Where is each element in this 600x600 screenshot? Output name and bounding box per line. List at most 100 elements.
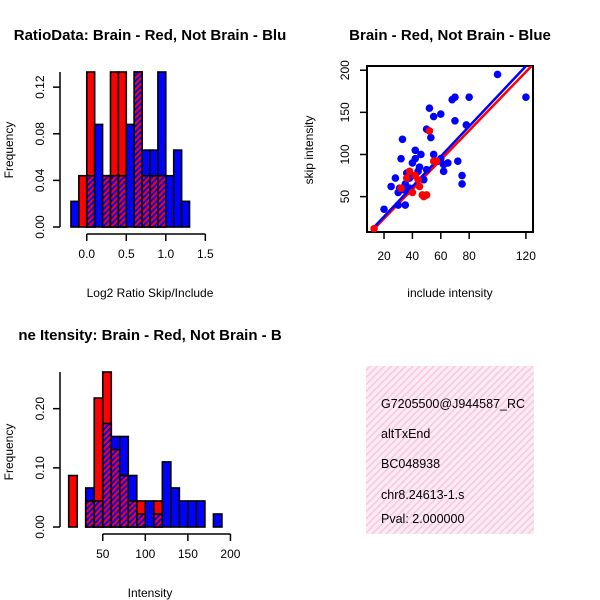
- hist-bar: [178, 500, 189, 528]
- scatter-axes: 20 40 60 80 120 50 100 150 200: [338, 60, 536, 263]
- hist-bar: [144, 500, 155, 528]
- x-tick-label: 0.5: [118, 247, 135, 261]
- not-brain-point: [415, 163, 424, 171]
- hist-overlap-bar: [133, 71, 143, 228]
- hist-overlap-bar: [127, 500, 138, 528]
- not-brain-point: [436, 110, 445, 118]
- x-tick-label: 80: [462, 249, 476, 263]
- not-brain-point: [439, 167, 448, 176]
- x-tick-label: 1.0: [157, 247, 174, 261]
- info-probe-id: G7205500@J944587_RC: [381, 397, 525, 411]
- not-brain-fit-line: [371, 66, 528, 230]
- not-brain-point: [439, 160, 448, 169]
- hist-overlap-bar: [149, 174, 159, 228]
- not-brain-point: [454, 157, 462, 166]
- not-brain-point: [425, 104, 434, 112]
- intensity-histogram-panel: ne Itensity: Brain - Red, Not Brain - B …: [2, 327, 282, 600]
- brain-point: [370, 224, 378, 233]
- hist-overlap-bar: [85, 174, 96, 228]
- x-tick-label: 150: [178, 547, 198, 561]
- info-location: chr8.24613-1.s: [381, 488, 464, 502]
- intensity-scatter-panel: Brain - Red, Not Brain - Blue 20 40 60 80 12…: [302, 27, 551, 300]
- brain-point: [425, 127, 434, 135]
- not-brain-point: [458, 171, 466, 180]
- info-accession: BC048938: [381, 457, 440, 471]
- not-brain-point: [429, 112, 438, 121]
- scatter-title: Brain - Red, Not Brain - Blue: [349, 27, 551, 44]
- hist-overlap-bar: [84, 500, 96, 528]
- hist-overlap-bar: [118, 474, 130, 528]
- ratio-histogram-xlabel: Log2 Ratio Skip/Include: [87, 286, 214, 300]
- ratio-histogram-ylabel: Frequency: [2, 122, 16, 179]
- scatter-points: [370, 70, 530, 233]
- info-event-type: altTxEnd: [381, 427, 430, 441]
- hist-bar: [93, 123, 104, 228]
- hist-overlap-bar: [110, 448, 121, 528]
- y-tick-label: 150: [338, 102, 352, 122]
- not-brain-point: [387, 182, 395, 191]
- not-brain-point: [462, 121, 471, 129]
- not-brain-point: [522, 93, 530, 101]
- not-brain-point: [419, 175, 428, 184]
- not-brain-point: [429, 150, 438, 159]
- hist-bar: [170, 487, 181, 528]
- info-box-panel: G7205500@J944587_RC altTxEnd BC048938 ch…: [366, 366, 534, 534]
- not-brain-point: [493, 70, 502, 79]
- hist-overlap-bar: [157, 174, 167, 228]
- x-tick-label: 50: [96, 547, 110, 561]
- brain-point: [408, 188, 417, 197]
- not-brain-point: [394, 201, 403, 209]
- ratio-histogram-axes: 0.0 0.5 1.0 1.5 0.00 0.04 0.08 0.12: [33, 72, 214, 261]
- y-tick-label: 0.00: [33, 215, 47, 239]
- scatter-ylabel: skip intensity: [302, 116, 316, 185]
- hist-bar: [187, 500, 198, 528]
- info-box-background: [366, 366, 534, 534]
- x-tick-label: 20: [377, 249, 391, 263]
- y-tick-label: 200: [338, 60, 352, 80]
- x-tick-label: 0.0: [78, 247, 95, 261]
- y-tick-label: 100: [338, 144, 352, 164]
- brain-point: [422, 191, 431, 199]
- x-tick-label: 200: [220, 547, 240, 561]
- hist-overlap-bar: [101, 422, 113, 528]
- not-brain-point: [380, 205, 388, 214]
- ratio-histogram-bars: [70, 71, 191, 228]
- y-tick-label: 0.20: [33, 397, 47, 421]
- intensity-histogram-axes: 50 100 150 200 0.00 0.10 0.20: [33, 372, 241, 561]
- hist-overlap-bar: [141, 174, 151, 228]
- not-brain-point: [391, 174, 400, 182]
- hist-bar: [165, 174, 175, 228]
- ratio-histogram-title: RatioData: Brain - Red, Not Brain - Blu: [14, 27, 287, 44]
- hist-bar: [172, 149, 183, 228]
- y-tick-label: 0.08: [33, 122, 47, 146]
- hist-bar: [161, 461, 172, 528]
- not-brain-point: [427, 133, 435, 142]
- hist-bar: [195, 500, 206, 528]
- y-tick-label: 0.12: [33, 75, 47, 99]
- hist-bar: [70, 200, 80, 228]
- hist-bar: [212, 513, 223, 528]
- hist-overlap-bar: [109, 174, 120, 228]
- ratio-histogram-panel: RatioData: Brain - Red, Not Brain - Blu …: [2, 27, 286, 300]
- brain-point: [414, 175, 422, 184]
- not-brain-point: [397, 154, 405, 163]
- hist-bar: [67, 474, 79, 528]
- brain-point: [397, 184, 405, 192]
- x-tick-label: 1.5: [197, 247, 214, 261]
- info-pval: Pval: 2.000000: [381, 512, 464, 526]
- hist-bar: [180, 200, 191, 228]
- brain-point: [402, 174, 411, 182]
- not-brain-point: [451, 93, 459, 101]
- y-tick-label: 0.04: [33, 168, 47, 192]
- brain-point: [405, 167, 414, 176]
- hist-overlap-bar: [117, 174, 128, 228]
- intensity-histogram-ylabel: Frequency: [2, 424, 16, 481]
- intensity-histogram-xlabel: Intensity: [128, 586, 173, 600]
- hist-bar: [78, 174, 88, 228]
- hist-overlap-bar: [136, 513, 147, 528]
- y-tick-label: 50: [338, 190, 352, 204]
- x-tick-label: 60: [434, 249, 448, 263]
- hist-overlap-bar: [101, 174, 112, 228]
- hist-overlap-bar: [93, 500, 104, 528]
- not-brain-point: [411, 154, 420, 163]
